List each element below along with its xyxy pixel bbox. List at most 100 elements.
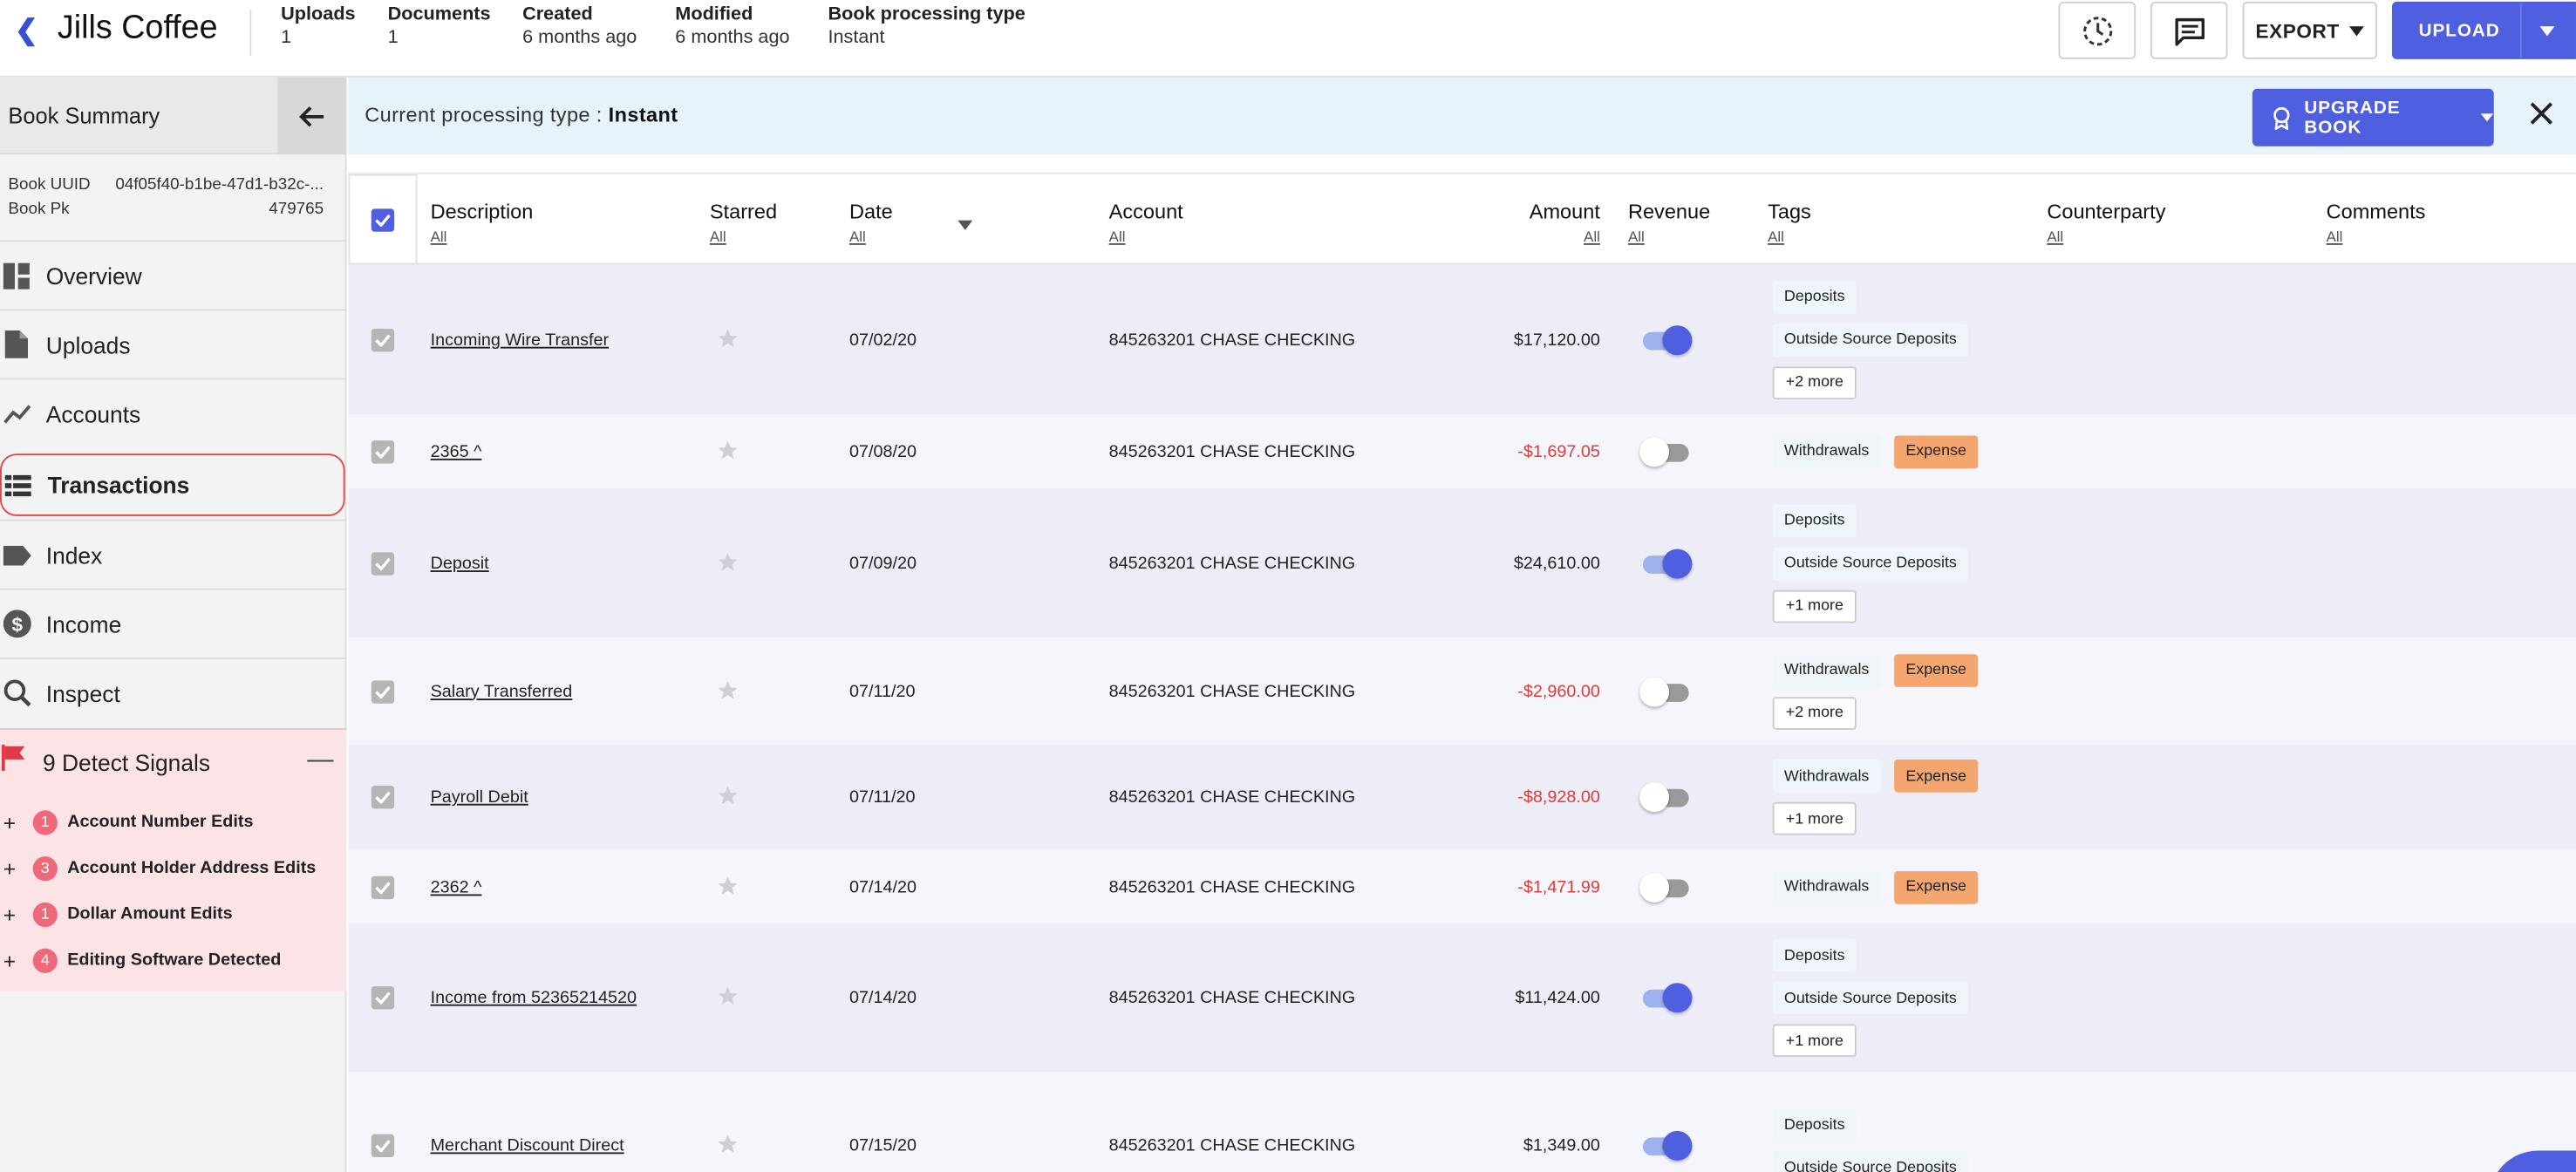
row-checkbox[interactable] <box>371 786 395 809</box>
signal-item[interactable]: + 4 Editing Software Detected <box>0 944 347 977</box>
row-checkbox[interactable] <box>371 986 395 1010</box>
star-icon[interactable] <box>716 550 739 578</box>
revenue-toggle[interactable] <box>1639 870 1692 903</box>
revenue-toggle[interactable] <box>1639 780 1692 814</box>
table-row[interactable]: Payroll Debit 07/11/20 845263201 CHASE CHE… <box>348 744 2576 850</box>
column-filter-link[interactable]: All <box>848 228 866 245</box>
transaction-description-link[interactable]: Incoming Wire Transfer <box>430 329 610 350</box>
transaction-description-link[interactable]: Income from 52365214520 <box>430 987 637 1008</box>
tag-chip: Outside Source Deposits <box>1772 323 1969 357</box>
history-button[interactable] <box>2058 1 2136 59</box>
column-label: Account <box>1108 200 1183 224</box>
column-comments[interactable]: Comments All <box>2327 201 2426 245</box>
toggle-knob <box>1662 983 1693 1013</box>
book-summary-header: Book Summary <box>0 77 347 155</box>
column-amount[interactable]: Amount All <box>1498 201 1600 245</box>
revenue-toggle[interactable] <box>1639 323 1693 356</box>
sidebar-item-overview[interactable]: Overview <box>0 240 347 309</box>
table-row[interactable]: Incoming Wire Transfer 07/02/20 845263201 … <box>348 264 2576 415</box>
comments-button[interactable] <box>2150 1 2228 59</box>
row-checkbox[interactable] <box>371 679 395 703</box>
star-icon[interactable] <box>716 326 739 354</box>
column-filter-link[interactable]: All <box>2047 228 2064 245</box>
tag-chip: Withdrawals <box>1772 653 1881 686</box>
upload-button[interactable]: UPLOAD <box>2391 1 2576 59</box>
collapse-sidebar-button[interactable] <box>277 77 347 155</box>
star-icon[interactable] <box>716 1133 739 1161</box>
column-filter-link[interactable]: All <box>1627 228 1645 245</box>
star-icon[interactable] <box>716 678 739 706</box>
revenue-toggle[interactable] <box>1639 981 1693 1014</box>
checkbox-checked-icon <box>375 1140 391 1153</box>
signal-count-badge: 1 <box>32 809 58 835</box>
star-icon[interactable] <box>716 985 739 1012</box>
back-icon[interactable]: ❮ <box>14 14 38 46</box>
caret-down-icon[interactable] <box>2539 26 2555 37</box>
more-tags-button[interactable]: +1 more <box>1772 801 1857 835</box>
revenue-toggle[interactable] <box>1639 435 1692 468</box>
transaction-description-link[interactable]: Salary Transferred <box>430 681 573 701</box>
column-date[interactable]: Date All <box>849 201 893 245</box>
table-row[interactable]: Salary Transferred 07/11/20 845263201 CHAS… <box>348 637 2576 745</box>
column-tags[interactable]: Tags All <box>1768 201 1811 245</box>
expand-plus-icon[interactable]: + <box>3 901 17 927</box>
expand-plus-icon[interactable]: + <box>3 947 17 972</box>
sidebar-item-transactions[interactable]: Transactions <box>0 453 345 516</box>
column-description[interactable]: Description All <box>431 201 534 245</box>
signal-item[interactable]: + 1 Account Number Edits <box>0 806 347 839</box>
more-tags-button[interactable]: +2 more <box>1772 696 1857 729</box>
close-icon[interactable] <box>2530 102 2553 125</box>
revenue-toggle[interactable] <box>1639 1129 1693 1162</box>
column-filter-link[interactable]: All <box>1768 228 1784 245</box>
column-account[interactable]: Account All <box>1109 201 1183 245</box>
transaction-description-link[interactable]: 2362 ^ <box>430 876 482 897</box>
more-tags-button[interactable]: +2 more <box>1772 365 1857 399</box>
expand-plus-icon[interactable]: + <box>3 855 17 881</box>
revenue-toggle[interactable] <box>1639 675 1692 708</box>
detect-signals-header[interactable]: 9 Detect Signals — <box>0 728 347 794</box>
row-checkbox[interactable] <box>371 1134 395 1158</box>
table-row[interactable]: 2362 ^ 07/14/20 845263201 CHASE CHECKING -$… <box>348 849 2576 924</box>
column-filter-link[interactable]: All <box>430 228 447 245</box>
upgrade-book-button[interactable]: UPGRADE BOOK <box>2252 88 2494 146</box>
sidebar-item-inspect[interactable]: Inspect <box>0 658 347 726</box>
export-button[interactable]: EXPORT <box>2242 1 2378 59</box>
more-tags-button[interactable]: +1 more <box>1772 589 1857 623</box>
more-tags-button[interactable]: +1 more <box>1772 1024 1857 1058</box>
signal-item[interactable]: + 3 Account Holder Address Edits <box>0 851 347 884</box>
column-counterparty[interactable]: Counterparty All <box>2047 201 2165 245</box>
table-row[interactable]: Merchant Discount Direct 07/15/20 84526320… <box>348 1072 2576 1172</box>
toggle-knob <box>1662 324 1693 355</box>
table-row[interactable]: 2365 ^ 07/08/20 845263201 CHASE CHECKING -$… <box>348 414 2576 488</box>
transaction-description-link[interactable]: 2365 ^ <box>430 441 482 461</box>
column-filter-link[interactable]: All <box>1584 228 1600 245</box>
row-checkbox[interactable] <box>371 875 395 899</box>
sidebar-item-uploads[interactable]: Uploads <box>0 309 347 378</box>
sidebar-item-income[interactable]: $ Income <box>0 588 347 658</box>
column-revenue[interactable]: Revenue All <box>1628 201 1710 245</box>
star-icon[interactable] <box>716 784 739 812</box>
revenue-toggle[interactable] <box>1639 547 1693 580</box>
sidebar-item-accounts[interactable]: Accounts <box>0 378 347 447</box>
star-icon[interactable] <box>716 438 739 466</box>
column-starred[interactable]: Starred All <box>710 201 777 245</box>
select-all-checkbox[interactable] <box>348 174 418 265</box>
transaction-description-link[interactable]: Payroll Debit <box>430 787 528 807</box>
transaction-description-link[interactable]: Deposit <box>430 553 489 573</box>
table-row[interactable]: Deposit 07/09/20 845263201 CHASE CHECKING $… <box>348 487 2576 638</box>
star-icon[interactable] <box>716 874 739 902</box>
row-checkbox[interactable] <box>371 440 395 463</box>
meta-processing-type: Book processing type Instant <box>828 5 1025 48</box>
row-checkbox[interactable] <box>371 328 395 351</box>
signal-item[interactable]: + 1 Dollar Amount Edits <box>0 897 347 930</box>
column-filter-link[interactable]: All <box>2326 228 2343 245</box>
collapse-minus-icon[interactable]: — <box>307 746 334 774</box>
column-filter-link[interactable]: All <box>1108 228 1126 245</box>
sidebar-item-index[interactable]: Index <box>0 519 347 589</box>
column-filter-link[interactable]: All <box>709 228 726 245</box>
sort-descending-icon[interactable] <box>957 220 973 230</box>
expand-plus-icon[interactable]: + <box>3 809 17 835</box>
table-row[interactable]: Income from 52365214520 07/14/20 845263201… <box>348 923 2576 1073</box>
row-checkbox[interactable] <box>371 551 395 575</box>
transaction-description-link[interactable]: Merchant Discount Direct <box>430 1135 624 1156</box>
